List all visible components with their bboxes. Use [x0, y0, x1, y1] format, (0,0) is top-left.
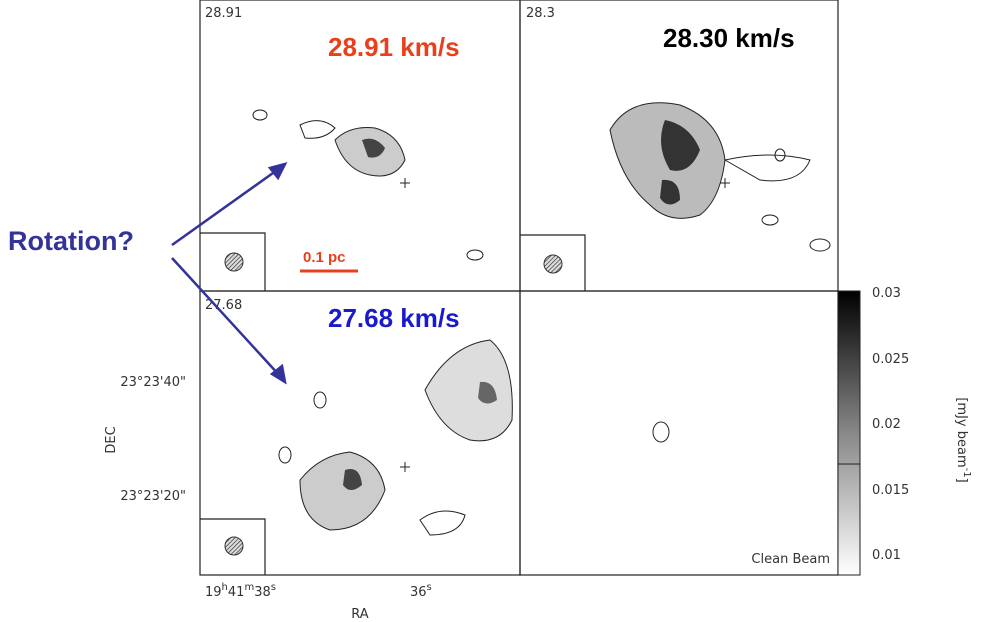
channel-label: 28.91: [205, 6, 242, 21]
ra-part: 41: [228, 585, 245, 600]
colorbar-tick-label: 0.01: [872, 548, 901, 563]
velocity-label: 28.30 km/s: [663, 23, 795, 53]
velocity-label: 27.68 km/s: [328, 303, 460, 333]
y-axis-label: DEC: [104, 426, 119, 453]
y-tick-label: 23°23'40": [120, 375, 186, 390]
colorbar-label: [mJy beam-1]: [954, 397, 972, 482]
colorbar-label-part: [mJy beam: [954, 397, 969, 467]
colorbar-tick-label: 0.025: [872, 352, 909, 367]
ra-part: s: [427, 582, 432, 593]
ra-part: 36: [410, 585, 427, 600]
colorbar-label-part: -1: [961, 468, 972, 478]
channel-label: 28.3: [526, 6, 555, 21]
velocity-label: 28.91 km/s: [328, 32, 460, 62]
x-axis-label: RA: [351, 607, 369, 622]
x-tick-label: 36s: [410, 582, 432, 600]
colorbar-tick-label: 0.03: [872, 286, 901, 301]
panel-frame: [520, 291, 838, 575]
figure: 28.91 28.3 27.68 28.91 km/s 28.30 km/s 2…: [0, 0, 983, 622]
colorbar: [838, 291, 860, 575]
x-tick-label: 19h41m38s: [205, 582, 276, 600]
colorbar-tick-label: 0.02: [872, 417, 901, 432]
clean-beam-label: Clean Beam: [751, 552, 830, 567]
scale-bar-label: 0.1 pc: [303, 249, 346, 266]
beam-boxes: [200, 233, 585, 575]
arrows: [172, 164, 285, 382]
ra-part: m: [244, 582, 254, 593]
y-tick-label: 23°23'20": [120, 489, 186, 504]
annotation: Rotation?: [8, 226, 134, 256]
ra-part: s: [271, 582, 276, 593]
colorbar-label-part: ]: [954, 478, 969, 483]
colorbar-tick-label: 0.015: [872, 483, 909, 498]
ra-part: 38: [254, 585, 271, 600]
ra-part: 19: [205, 585, 222, 600]
